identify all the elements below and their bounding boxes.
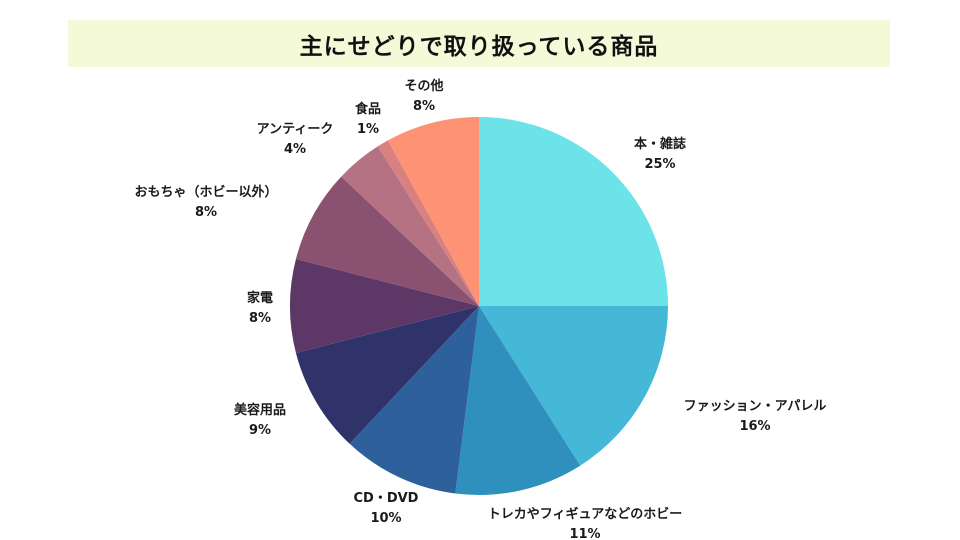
pie-slice [479,117,668,306]
slice-percent-label: 10% [370,511,401,526]
slice-label: 本・雑誌 [634,136,686,152]
pie-slice [479,306,668,466]
slice-label: ファッション・アパレル [684,399,827,414]
slice-percent-label: 8% [413,99,435,114]
pie-slice [290,259,479,353]
slice-percent-label: 8% [195,205,217,220]
slice-percent-label: 9% [249,423,271,438]
chart-title: 主にせどりで取り扱っている商品 [299,33,659,60]
pie-slice [377,140,479,306]
slice-percent-label: 16% [739,419,770,434]
slice-label: 家電 [247,290,273,306]
pie-slice [455,306,581,496]
pie-slice [295,306,479,444]
pie-slice [387,117,479,306]
slice-label: その他 [404,78,443,94]
slice-percent-label: 25% [644,157,675,172]
slice-percent-label: 8% [249,311,271,326]
slice-percent-label: 1% [357,122,379,137]
pie-slice [349,306,479,494]
slice-label: 食品 [355,101,381,117]
title-bar: 主にせどりで取り扱っている商品 [68,20,890,67]
slice-percent-label: 4% [284,142,306,157]
slice-label: トレカやフィギュアなどのホビー [488,506,682,522]
pie-slice [341,146,479,306]
pie-slice [295,176,479,306]
slice-label: CD・DVD [354,491,419,506]
slice-label: アンティーク [257,122,334,137]
slice-label: おもちゃ（ホビー以外） [134,184,277,200]
slice-percent-label: 11% [569,527,600,540]
slice-label: 美容用品 [234,402,286,418]
